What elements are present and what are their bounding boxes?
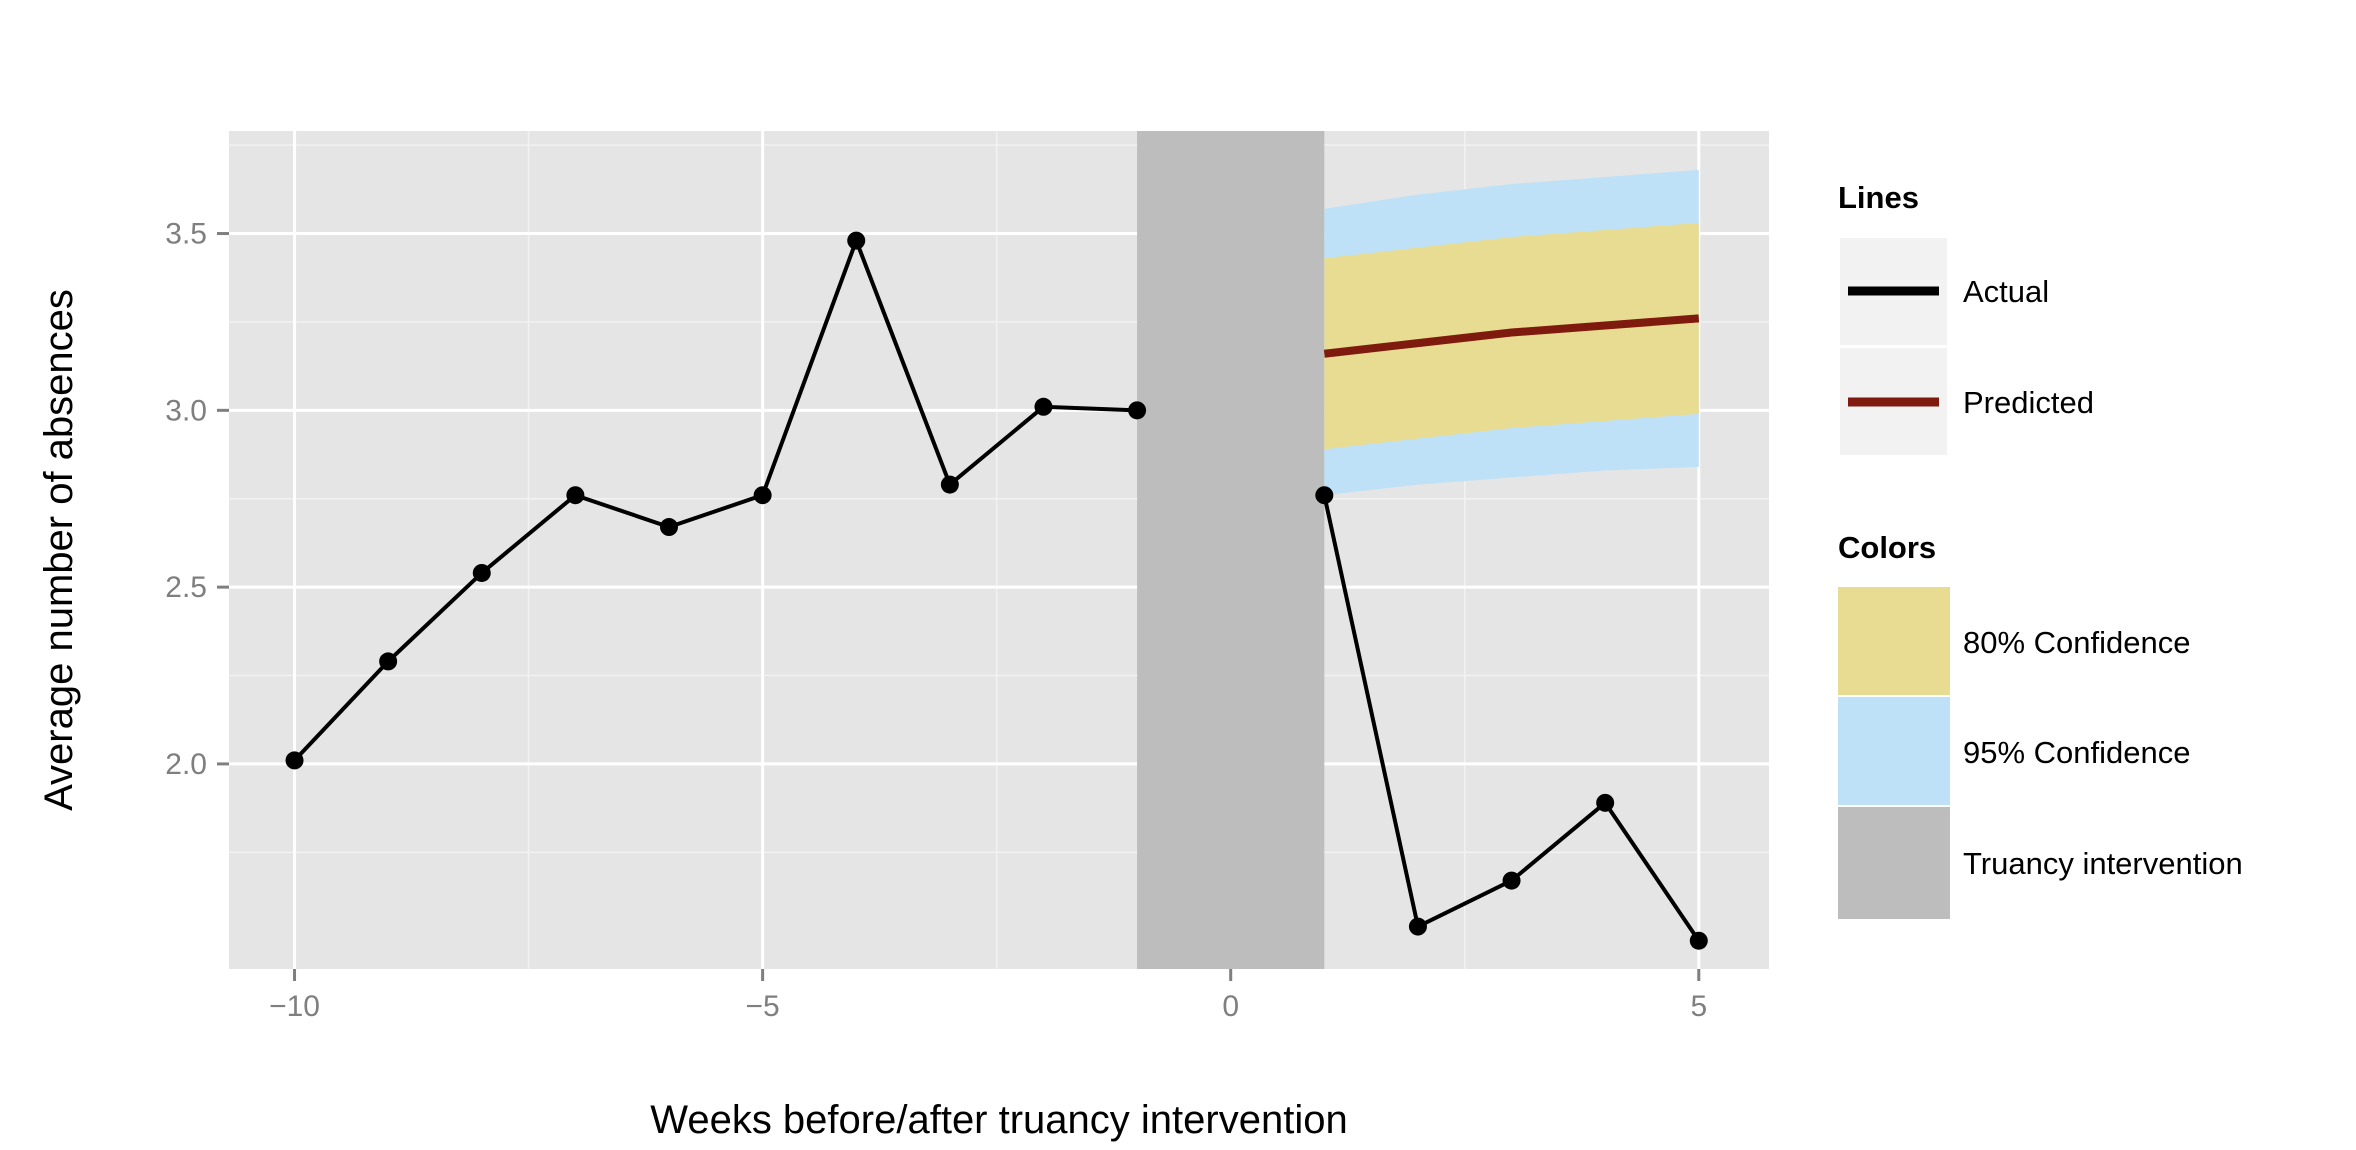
data-points [285, 231, 1708, 950]
actual-point [940, 475, 959, 494]
legend-swatch-ci80 [1838, 587, 1950, 695]
legend-swatch-intervention [1838, 807, 1950, 919]
legend-label-ci95: 95% Confidence [1963, 735, 2191, 770]
actual-point [285, 751, 304, 770]
x-tick-label: −5 [746, 990, 780, 1023]
actual-point [472, 563, 491, 582]
x-axis-title: Weeks before/after truancy intervention [650, 1098, 1347, 1142]
x-tick-label: −10 [269, 990, 320, 1023]
y-tick-label: 2.0 [165, 748, 207, 781]
actual-point [1689, 931, 1708, 950]
legend-label-actual: Actual [1963, 274, 2049, 309]
actual-point [1596, 793, 1615, 812]
x-tick-label: 0 [1222, 990, 1239, 1023]
legend-label-ci80: 80% Confidence [1963, 625, 2191, 660]
actual-point [753, 486, 772, 505]
legend-lines-title: Lines [1838, 180, 1919, 215]
legend-label-predicted: Predicted [1963, 385, 2094, 420]
actual-line [293, 234, 1138, 762]
actual-point [847, 231, 866, 250]
y-tick-label: 3.5 [165, 218, 207, 251]
legend: Lines Actual Predicted Colors 80% Confid… [1838, 180, 2243, 919]
actual-point [1502, 871, 1521, 890]
actual-point [379, 652, 398, 671]
intervention-band-layer [1137, 131, 1325, 969]
predicted-line [1323, 314, 1700, 358]
x-tick-label: 5 [1690, 990, 1707, 1023]
y-tick-label: 3.0 [165, 394, 207, 427]
y-axis-title: Average number of absences [37, 289, 81, 811]
axes: −10 −5 0 5 2.0 2.5 3.0 3.5 [165, 218, 1707, 1023]
actual-point [1128, 401, 1147, 420]
legend-colors-title: Colors [1838, 530, 1936, 565]
intervention-band [1137, 131, 1325, 969]
actual-point [566, 486, 585, 505]
actual-point [660, 518, 678, 537]
actual-point [1315, 486, 1334, 505]
actual-point [1034, 397, 1053, 416]
legend-label-intervention: Truancy intervention [1963, 846, 2243, 881]
legend-swatch-ci95 [1838, 697, 1950, 805]
actual-point [1408, 917, 1427, 936]
y-tick-label: 2.5 [165, 571, 207, 604]
